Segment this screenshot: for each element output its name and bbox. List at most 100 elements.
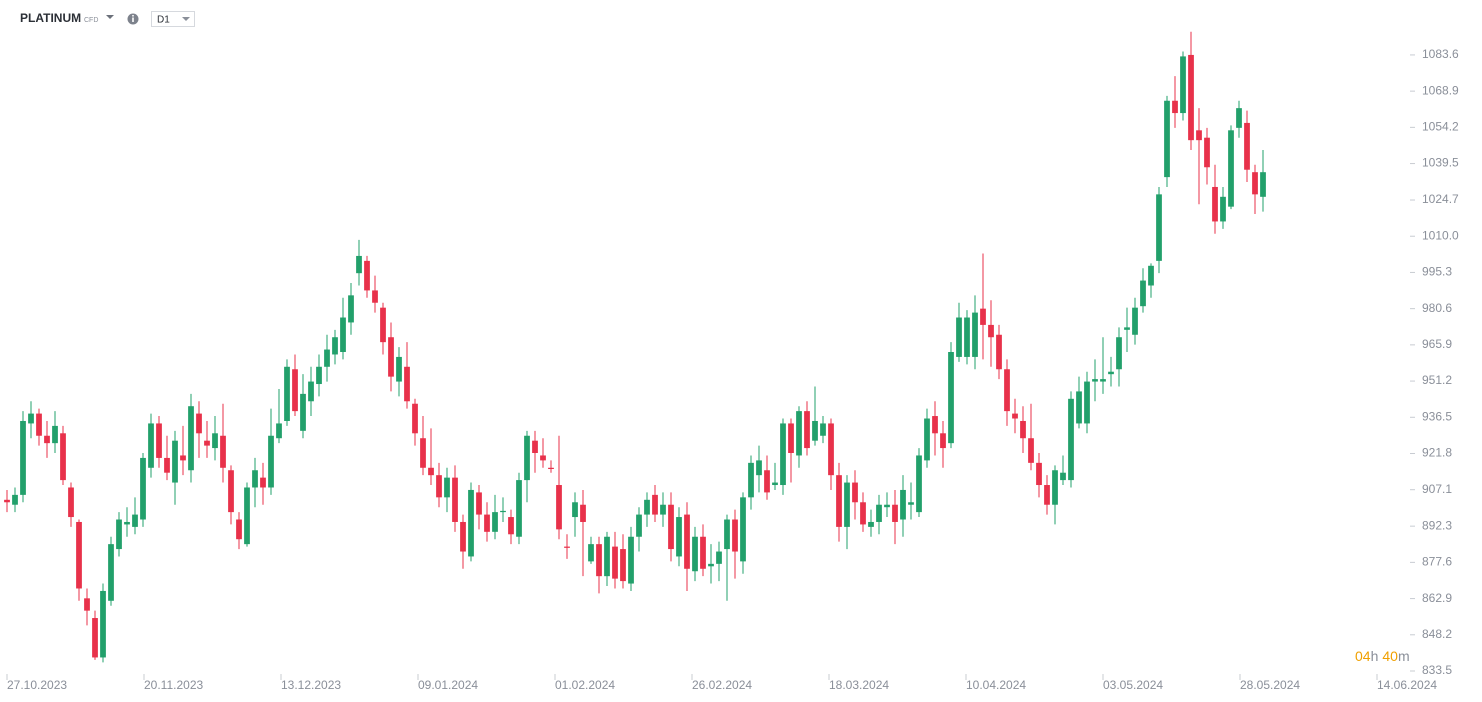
candle-body — [1020, 420, 1026, 439]
candle-body — [220, 435, 226, 468]
candle-body — [100, 590, 106, 658]
candle-body — [52, 425, 58, 444]
candle-body — [980, 308, 986, 325]
x-tick-label: 03.05.2024 — [1103, 678, 1163, 692]
candle-body — [996, 334, 1002, 370]
candle-body — [772, 482, 778, 486]
x-tick-label: 01.02.2024 — [555, 678, 615, 692]
candle-body — [124, 521, 130, 525]
candle-body — [684, 514, 690, 569]
candle-body — [628, 536, 634, 584]
candle-body — [948, 352, 954, 444]
candle-body — [1124, 327, 1130, 330]
candle-body — [44, 435, 50, 444]
y-tick-label: 951.2 — [1422, 373, 1452, 387]
candle-body — [788, 423, 794, 453]
candle-body — [436, 475, 442, 498]
candle-body — [84, 598, 90, 611]
candle-body — [172, 440, 178, 483]
candle-body — [604, 536, 610, 577]
candle-body — [20, 420, 26, 495]
candle-body — [348, 295, 354, 323]
candle-body — [204, 440, 210, 446]
symbol-dropdown[interactable] — [106, 15, 114, 19]
candle-body — [300, 393, 306, 431]
candle-body — [1060, 472, 1066, 481]
candle-body — [836, 475, 842, 527]
candle-body — [732, 519, 738, 552]
candle-body — [532, 440, 538, 453]
x-tick-label: 13.12.2023 — [281, 678, 341, 692]
candle-body — [1044, 485, 1050, 505]
candle-body — [764, 470, 770, 493]
candle-body — [228, 470, 234, 513]
candle-body — [972, 312, 978, 357]
timer-minutes: 40 — [1382, 648, 1398, 664]
candle-body — [724, 519, 730, 550]
y-tick-label: 921.8 — [1422, 446, 1452, 460]
candle-body — [612, 546, 618, 579]
candle-body — [876, 504, 882, 522]
candle-body — [1004, 369, 1010, 412]
candle-body — [356, 255, 362, 274]
x-tick-label: 28.05.2024 — [1240, 678, 1300, 692]
y-tick-label: 980.6 — [1422, 301, 1452, 315]
candle-body — [68, 487, 74, 518]
x-tick-label: 18.03.2024 — [829, 678, 889, 692]
candle-body — [60, 433, 66, 481]
candle-body — [620, 549, 626, 582]
candle-body — [1100, 379, 1106, 382]
candle-body — [884, 504, 890, 508]
candle-body — [524, 435, 530, 481]
x-tick-label: 10.04.2024 — [966, 678, 1026, 692]
y-tick-label: 995.3 — [1422, 265, 1452, 279]
candle-body — [476, 492, 482, 515]
candle-body — [260, 477, 266, 488]
candle-body — [156, 423, 162, 458]
candle-body — [1156, 194, 1162, 261]
x-tick-label: 14.06.2024 — [1377, 678, 1437, 692]
candle-body — [1188, 54, 1194, 141]
candle-body — [756, 460, 762, 476]
candle-body — [1076, 391, 1082, 424]
candle-body — [468, 489, 474, 557]
candle-body — [908, 502, 914, 505]
candle-body — [1116, 337, 1122, 370]
candle-body — [692, 536, 698, 572]
candle-body — [332, 337, 338, 355]
candle-body — [1244, 122, 1250, 170]
candle-body — [340, 317, 346, 353]
interval-box — [151, 11, 195, 27]
candle-body — [572, 502, 578, 518]
candle-body — [556, 485, 562, 530]
candle-body — [92, 618, 98, 658]
candle-body — [892, 504, 898, 522]
candle-body — [588, 544, 594, 562]
candle-body — [316, 366, 322, 385]
candle-body — [1252, 172, 1258, 195]
candle-body — [268, 435, 274, 488]
y-tick-label: 848.2 — [1422, 627, 1452, 641]
candle-body — [820, 423, 826, 436]
candle-body — [492, 512, 498, 532]
candle-body — [1164, 100, 1170, 178]
interval-arrow — [182, 17, 190, 21]
candle-body — [1092, 379, 1098, 382]
candle-body — [1196, 130, 1202, 141]
candle-body — [1148, 265, 1154, 286]
candle-body — [508, 517, 514, 535]
candle-body — [28, 413, 34, 424]
interval-select[interactable]: D1 — [151, 11, 195, 27]
candle-body — [748, 462, 754, 498]
candle-body — [708, 563, 714, 567]
candle-body — [548, 467, 554, 470]
candle-body — [76, 521, 82, 589]
candle-body — [180, 455, 186, 461]
candle-body — [444, 477, 450, 498]
candle-body — [388, 337, 394, 377]
candle-body — [252, 470, 258, 488]
candle-body — [364, 260, 370, 291]
candle-body — [1084, 381, 1090, 424]
candle-body — [1036, 462, 1042, 486]
candle-body — [324, 349, 330, 367]
